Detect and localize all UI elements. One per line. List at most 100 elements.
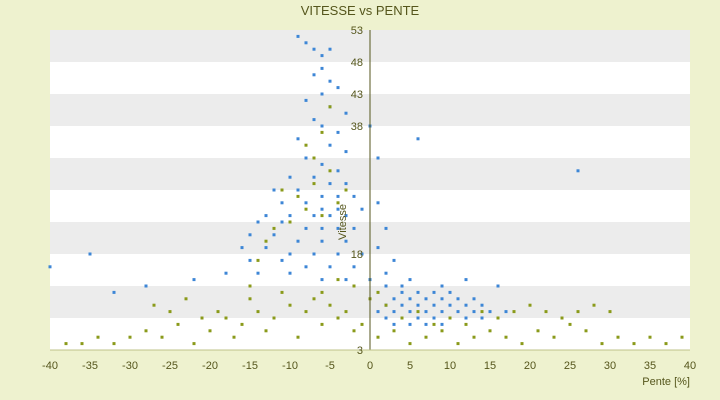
data-point	[128, 335, 132, 339]
data-point	[448, 290, 452, 294]
data-point	[248, 258, 252, 262]
data-point	[192, 342, 196, 346]
data-point	[232, 335, 236, 339]
data-point	[464, 278, 468, 282]
data-point	[432, 303, 436, 307]
data-point	[352, 194, 356, 198]
data-point	[216, 310, 220, 314]
data-point	[312, 73, 316, 77]
data-point	[632, 342, 636, 346]
data-point	[496, 316, 500, 320]
data-point	[352, 226, 356, 230]
x-tick-label: -35	[82, 360, 98, 372]
data-point	[320, 290, 324, 294]
x-tick-label: -5	[325, 360, 335, 372]
data-point	[328, 79, 332, 83]
data-point	[600, 342, 604, 346]
x-tick-label: -30	[122, 360, 138, 372]
data-point	[144, 329, 148, 333]
data-point	[152, 303, 156, 307]
y-tick-label: 43	[351, 89, 363, 101]
x-tick-label: -10	[282, 360, 298, 372]
y-tick-label: 3	[357, 345, 363, 357]
data-point	[336, 278, 340, 282]
data-point	[240, 246, 244, 250]
data-point	[416, 310, 420, 314]
data-point	[352, 284, 356, 288]
data-point	[264, 329, 268, 333]
data-point	[408, 310, 412, 314]
data-point	[248, 233, 252, 237]
data-point	[312, 47, 316, 51]
data-point	[344, 150, 348, 154]
data-point	[360, 207, 364, 211]
data-point	[256, 310, 260, 314]
chart-title: VITESSE vs PENTE	[300, 3, 420, 18]
x-tick-label: 20	[524, 360, 536, 372]
data-point	[320, 92, 324, 96]
data-point	[304, 41, 308, 45]
data-point	[488, 310, 492, 314]
data-point	[528, 303, 532, 307]
data-point	[376, 310, 380, 314]
data-point	[336, 316, 340, 320]
y-tick-label: 48	[351, 57, 363, 69]
data-point	[424, 310, 428, 314]
data-point	[352, 265, 356, 269]
data-point	[320, 207, 324, 211]
data-point	[272, 226, 276, 230]
data-point	[376, 290, 380, 294]
data-point	[400, 303, 404, 307]
x-tick-label: 15	[484, 360, 496, 372]
data-point	[408, 297, 412, 301]
data-point	[168, 310, 172, 314]
data-point	[328, 265, 332, 269]
data-point	[320, 124, 324, 128]
data-point	[288, 214, 292, 218]
data-point	[328, 182, 332, 186]
data-point	[352, 329, 356, 333]
data-point	[280, 220, 284, 224]
data-point	[320, 322, 324, 326]
data-point	[296, 188, 300, 192]
data-point	[312, 182, 316, 186]
data-point	[376, 246, 380, 250]
data-point	[592, 303, 596, 307]
data-point	[384, 226, 388, 230]
x-tick-label: -25	[162, 360, 178, 372]
data-point	[160, 335, 164, 339]
data-point	[320, 226, 324, 230]
data-point	[608, 310, 612, 314]
x-tick-label: 40	[684, 360, 696, 372]
data-point	[344, 310, 348, 314]
x-tick-label: 10	[444, 360, 456, 372]
data-point	[312, 175, 316, 179]
data-point	[576, 169, 580, 173]
data-point	[480, 303, 484, 307]
data-point	[240, 322, 244, 326]
data-point	[328, 303, 332, 307]
data-point	[328, 214, 332, 218]
data-point	[296, 335, 300, 339]
data-point	[296, 34, 300, 38]
data-point	[344, 239, 348, 243]
data-point	[448, 303, 452, 307]
data-point	[304, 310, 308, 314]
data-point	[384, 271, 388, 275]
data-point	[504, 335, 508, 339]
data-point	[344, 111, 348, 115]
data-point	[304, 226, 308, 230]
data-point	[376, 201, 380, 205]
data-point	[312, 118, 316, 122]
tick-labels: -40 -35 -30 -25 -20 -15 -10 -5 0 5 10 15 20 25 30 35 40 3…	[42, 25, 696, 372]
data-point	[616, 335, 620, 339]
x-tick-label: -40	[42, 360, 58, 372]
data-point	[664, 342, 668, 346]
data-point	[176, 322, 180, 326]
data-point	[280, 290, 284, 294]
data-point	[392, 297, 396, 301]
data-point	[512, 310, 516, 314]
data-point	[264, 214, 268, 218]
